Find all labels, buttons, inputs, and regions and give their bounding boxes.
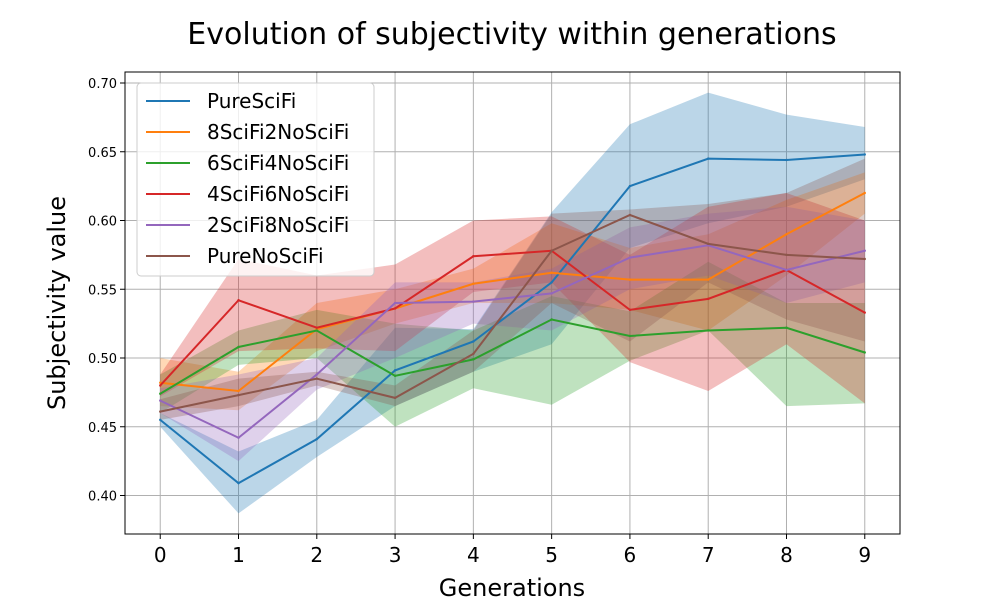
point-PureSciFi: [785, 158, 788, 162]
legend: PureSciFi 8SciFi2NoSciFi 6SciFi4NoSciFi 4Sc…: [136, 82, 375, 277]
x-tick-label: 0: [154, 543, 167, 567]
y-tick-label: 0.45: [88, 421, 117, 436]
x-tick-label: 3: [389, 543, 402, 567]
x-tick-label: 4: [467, 543, 480, 567]
point-6SciFi4NoSciFi: [785, 326, 788, 329]
point-PureSciFi: [393, 369, 397, 372]
point-4SciFi6NoSciFi: [628, 308, 632, 312]
point-8SciFi2NoSciFi: [472, 282, 475, 285]
point-PureSciFi: [315, 437, 318, 441]
point-PureNoSciFi: [863, 257, 866, 261]
point-8SciFi2NoSciFi: [707, 278, 710, 281]
x-tick-label: 6: [624, 543, 637, 567]
y-tick-label: 0.65: [88, 146, 117, 161]
point-6SciFi4NoSciFi: [315, 329, 318, 332]
point-PureNoSciFi: [393, 396, 397, 400]
point-PureNoSciFi: [472, 352, 475, 356]
x-axis-ticks: 0 1 2 3 4 5 6 7 8 9: [154, 534, 871, 567]
point-4SciFi6NoSciFi: [707, 297, 710, 301]
point-PureNoSciFi: [237, 393, 240, 397]
point-2SciFi8NoSciFi: [237, 436, 240, 439]
point-6SciFi4NoSciFi: [628, 334, 632, 338]
point-6SciFi4NoSciFi: [159, 392, 162, 395]
point-PureNoSciFi: [315, 377, 318, 380]
y-tick-label: 0.55: [88, 283, 117, 298]
legend-label: 8SciFi2NoSciFi: [207, 120, 349, 144]
legend-box: [136, 82, 375, 277]
point-2SciFi8NoSciFi: [550, 292, 553, 295]
point-PureSciFi: [628, 184, 632, 188]
point-4SciFi6NoSciFi: [315, 326, 318, 329]
x-tick-label: 1: [232, 543, 245, 567]
point-8SciFi2NoSciFi: [628, 278, 632, 281]
point-6SciFi4NoSciFi: [393, 374, 397, 378]
point-4SciFi6NoSciFi: [393, 307, 397, 310]
point-4SciFi6NoSciFi: [863, 311, 866, 314]
legend-label: 6SciFi4NoSciFi: [207, 151, 349, 175]
point-2SciFi8NoSciFi: [863, 249, 866, 252]
point-2SciFi8NoSciFi: [159, 399, 162, 402]
line-PureSciFi: [159, 153, 865, 485]
point-PureNoSciFi: [159, 410, 162, 413]
point-PureSciFi: [550, 281, 553, 284]
x-tick-label: 9: [858, 543, 871, 567]
grid: [125, 72, 900, 534]
x-tick-label: 2: [310, 543, 323, 567]
point-8SciFi2NoSciFi: [863, 191, 866, 195]
legend-label: PureSciFi: [207, 89, 296, 113]
x-tick-label: 8: [780, 543, 793, 567]
point-2SciFi8NoSciFi: [393, 301, 397, 305]
legend-label: 4SciFi6NoSciFi: [207, 182, 349, 206]
band-4SciFi6NoSciFi: [160, 193, 865, 404]
point-PureNoSciFi: [785, 253, 788, 257]
point-6SciFi4NoSciFi: [707, 329, 710, 332]
y-tick-label: 0.60: [88, 215, 117, 230]
line-4SciFi6NoSciFi: [159, 249, 866, 387]
band-PureNoSciFi: [160, 158, 865, 420]
point-PureNoSciFi: [707, 242, 710, 246]
line-PureNoSciFi: [160, 213, 865, 413]
point-4SciFi6NoSciFi: [472, 255, 475, 258]
band-6SciFi4NoSciFi: [160, 261, 865, 427]
legend-label: PureNoSciFi: [207, 244, 324, 268]
point-2SciFi8NoSciFi: [628, 256, 632, 259]
point-PureSciFi: [237, 481, 240, 485]
line-6SciFi4NoSciFi: [159, 318, 866, 395]
y-tick-label: 0.50: [88, 352, 117, 367]
x-tick-label: 7: [702, 543, 715, 567]
point-4SciFi6NoSciFi: [237, 299, 240, 302]
x-axis-label: Generations: [439, 574, 585, 600]
x-tick-label: 5: [545, 543, 558, 567]
point-PureSciFi: [707, 157, 710, 160]
point-8SciFi2NoSciFi: [785, 233, 788, 236]
y-tick-label: 0.70: [88, 77, 117, 92]
point-2SciFi8NoSciFi: [785, 268, 788, 272]
series-lines: [159, 153, 866, 485]
point-8SciFi2NoSciFi: [237, 389, 240, 393]
point-PureSciFi: [159, 418, 162, 422]
point-6SciFi4NoSciFi: [550, 318, 553, 321]
line-2SciFi8NoSciFi: [159, 244, 866, 439]
band-2SciFi8NoSciFi: [160, 206, 865, 462]
point-2SciFi8NoSciFi: [472, 300, 475, 303]
point-8SciFi2NoSciFi: [159, 381, 162, 384]
point-4SciFi6NoSciFi: [159, 384, 162, 387]
plot-frame: [124, 71, 901, 535]
y-axis-label: Subjectivity value: [43, 196, 71, 410]
legend-label: 2SciFi8NoSciFi: [207, 213, 349, 237]
point-2SciFi8NoSciFi: [315, 373, 318, 376]
chart-title: Evolution of subjectivity within generat…: [187, 17, 836, 52]
point-6SciFi4NoSciFi: [863, 351, 866, 354]
point-PureNoSciFi: [628, 213, 632, 217]
point-PureSciFi: [863, 153, 866, 156]
point-6SciFi4NoSciFi: [237, 345, 240, 349]
y-axis-ticks: 0.40 0.45 0.50 0.55 0.60 0.65 0.70: [88, 77, 125, 505]
y-tick-label: 0.40: [88, 490, 117, 505]
band-8SciFi2NoSciFi: [160, 172, 865, 411]
point-8SciFi2NoSciFi: [550, 271, 553, 274]
point-6SciFi4NoSciFi: [472, 358, 475, 361]
point-PureSciFi: [472, 340, 475, 343]
point-PureNoSciFi: [550, 249, 553, 252]
